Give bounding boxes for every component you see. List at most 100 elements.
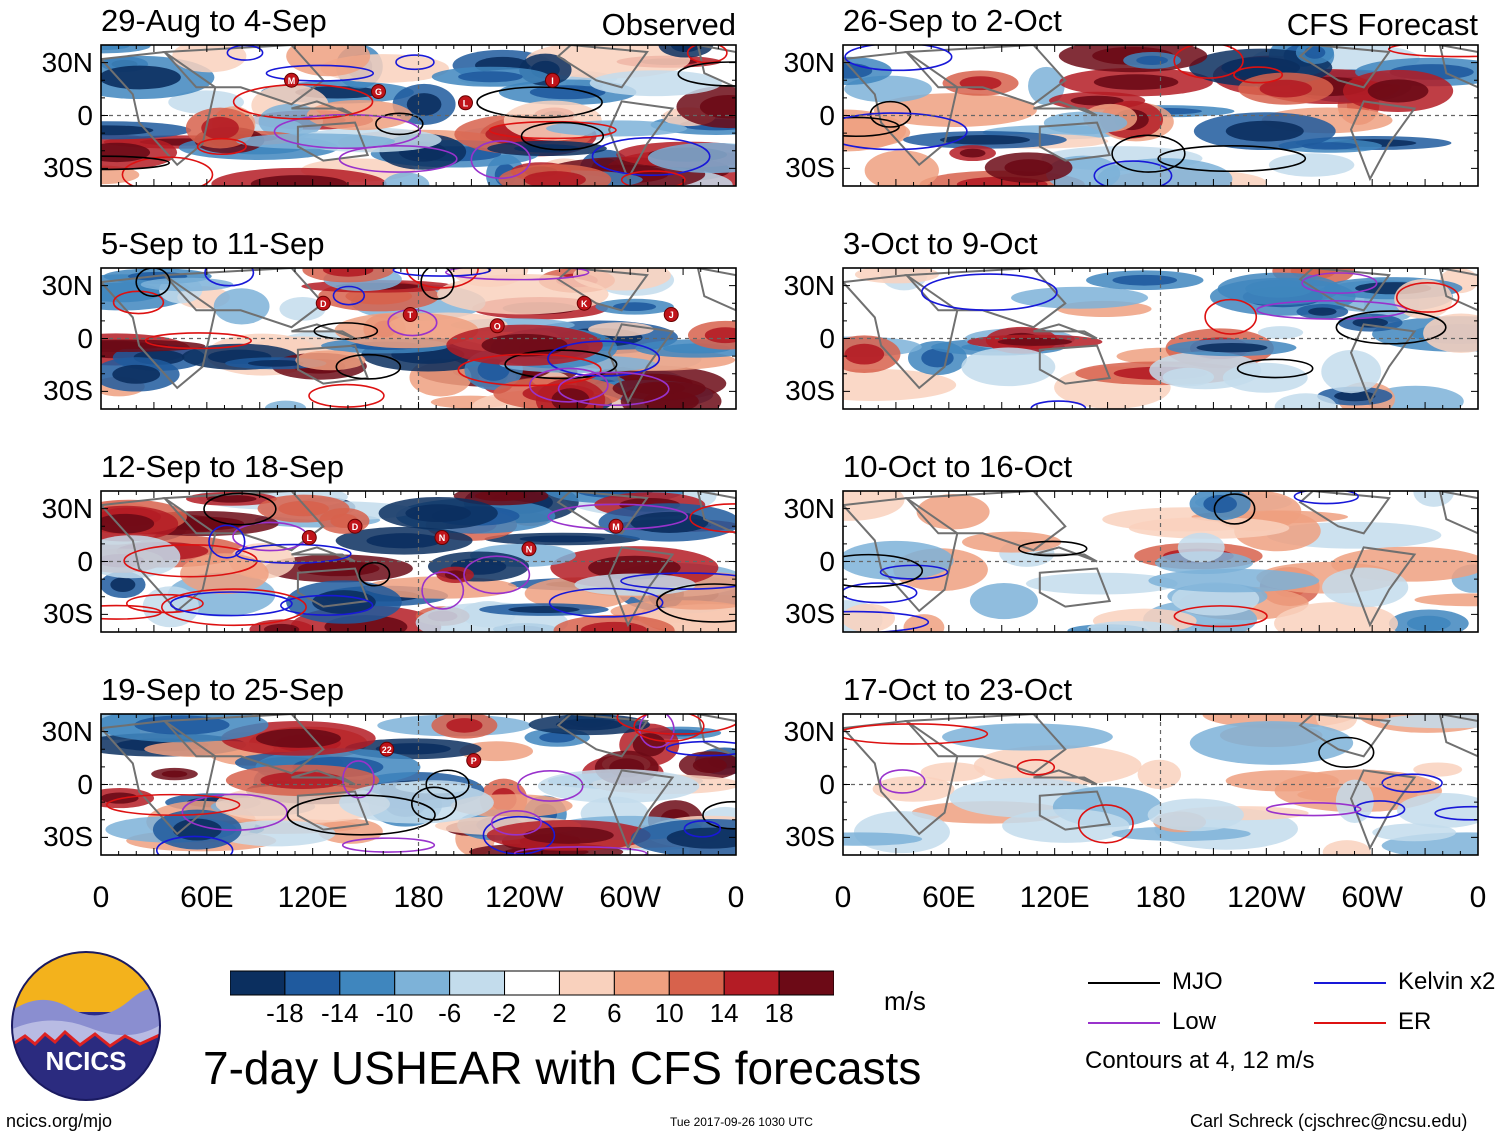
x-tick-label: 0 xyxy=(1469,881,1487,914)
column-header: CFS Forecast xyxy=(1286,7,1478,42)
y-tick-label: 0 xyxy=(819,322,835,354)
x-tick-label: 60E xyxy=(922,881,976,914)
storm-label: L xyxy=(307,533,313,543)
y-tick-label: 0 xyxy=(819,99,835,131)
storm-marker: D xyxy=(315,295,331,311)
y-tick-label: 0 xyxy=(819,545,835,577)
y-tick-label: 0 xyxy=(77,99,93,131)
y-tick-label: 30N xyxy=(41,715,93,747)
storm-marker: D xyxy=(347,518,363,534)
storm-label: O xyxy=(494,321,501,331)
x-tick-label: 60W xyxy=(599,881,661,914)
main-title: 7-day USHEAR with CFS forecasts xyxy=(203,1042,922,1094)
colorbar-tick-label: -2 xyxy=(492,998,517,1028)
storm-marker: M xyxy=(284,72,299,88)
colorbar-swatch xyxy=(558,970,615,996)
panel-title: 19-Sep to 25-Sep xyxy=(101,672,345,707)
colorbar-tick-label: -10 xyxy=(375,998,414,1028)
panel-title: 26-Sep to 2-Oct xyxy=(843,3,1062,38)
colorbar-swatch xyxy=(723,970,780,996)
y-tick-label: 30N xyxy=(41,269,93,301)
storm-label: I xyxy=(551,76,554,86)
y-tick-label: 30N xyxy=(783,46,835,78)
panel-title: 12-Sep to 18-Sep xyxy=(101,449,345,484)
panel-0-1 xyxy=(101,268,736,409)
storm-label: D xyxy=(352,522,359,532)
storm-marker: N xyxy=(434,530,450,546)
y-tick-label: 30N xyxy=(783,269,835,301)
y-tick-label: 0 xyxy=(819,768,835,800)
colorbar-swatch xyxy=(339,970,396,996)
legend-label: Low xyxy=(1172,1008,1217,1035)
colorbar-swatch xyxy=(449,970,506,996)
x-tick-label: 120E xyxy=(277,881,348,914)
y-tick-label: 0 xyxy=(77,545,93,577)
storm-label: P xyxy=(471,756,477,766)
y-tick-label: 30S xyxy=(785,375,835,407)
colorbar-tick-label: 2 xyxy=(552,998,567,1028)
panel-0-0 xyxy=(101,45,736,186)
storm-label: G xyxy=(375,87,382,97)
storm-label: M xyxy=(612,522,620,532)
colorbar-swatch xyxy=(778,970,834,996)
footer-credit: Carl Schreck (cjschrec@ncsu.edu) xyxy=(1190,1111,1468,1131)
panel-title: 3-Oct to 9-Oct xyxy=(843,226,1038,261)
storm-marker: L xyxy=(457,95,473,111)
storm-marker: O xyxy=(489,318,505,334)
storm-label: T xyxy=(407,310,413,320)
y-tick-label: 30S xyxy=(43,598,93,630)
x-tick-label: 0 xyxy=(727,881,745,914)
contour-note: Contours at 4, 12 m/s xyxy=(1085,1047,1315,1074)
legend-label: Kelvin x2 xyxy=(1398,968,1496,995)
y-tick-label: 30N xyxy=(783,492,835,524)
footer-url[interactable]: ncics.org/mjo xyxy=(6,1111,113,1131)
y-tick-label: 0 xyxy=(77,768,93,800)
storm-label: N xyxy=(526,544,533,554)
panel-1-0 xyxy=(843,45,1478,186)
panel-title: 17-Oct to 23-Oct xyxy=(843,672,1073,707)
colorbar-tick-label: 6 xyxy=(607,998,622,1028)
y-tick-label: 30S xyxy=(43,152,93,184)
storm-label: D xyxy=(320,299,327,309)
colorbar-swatch xyxy=(284,970,341,996)
panel-1-2 xyxy=(843,491,1478,632)
storm-marker: L xyxy=(301,530,317,546)
colorbar-tick-label: -14 xyxy=(321,998,359,1028)
footer-timestamp: Tue 2017-09-26 1030 UTC xyxy=(670,1115,813,1129)
column-header: Observed xyxy=(601,7,736,42)
panel-title: 10-Oct to 16-Oct xyxy=(843,449,1073,484)
storm-label: 22 xyxy=(382,745,392,755)
storm-label: M xyxy=(288,76,296,86)
storm-marker: K xyxy=(576,295,592,311)
colorbar xyxy=(230,970,834,996)
x-tick-label: 60W xyxy=(1341,881,1403,914)
x-tick-label: 120W xyxy=(1227,881,1306,914)
x-tick-label: 180 xyxy=(393,881,444,914)
storm-label: J xyxy=(669,310,674,320)
storm-marker: 22 xyxy=(379,741,395,757)
panel-1-1 xyxy=(843,268,1478,409)
panel-title: 5-Sep to 11-Sep xyxy=(101,226,325,261)
legend-swatch xyxy=(1088,1022,1160,1024)
units-label: m/s xyxy=(884,986,926,1016)
x-tick-label: 180 xyxy=(1135,881,1186,914)
y-tick-label: 30N xyxy=(41,492,93,524)
legend-label: MJO xyxy=(1172,968,1223,995)
panel-0-2 xyxy=(101,491,736,632)
storm-marker: P xyxy=(466,753,482,769)
storm-marker: T xyxy=(402,307,418,323)
ncics-logo: NCICS xyxy=(11,951,161,1101)
colorbar-swatch xyxy=(230,970,286,996)
y-tick-label: 30S xyxy=(43,375,93,407)
storm-label: K xyxy=(581,299,588,309)
x-tick-label: 120E xyxy=(1019,881,1090,914)
colorbar-tick-label: 10 xyxy=(654,998,684,1028)
colorbar-tick-label: 14 xyxy=(709,998,739,1028)
y-tick-label: 30N xyxy=(783,715,835,747)
storm-marker: M xyxy=(608,518,624,534)
y-tick-label: 30S xyxy=(785,821,835,853)
y-tick-label: 30S xyxy=(785,152,835,184)
panel-title: 29-Aug to 4-Sep xyxy=(101,3,327,38)
colorbar-swatch xyxy=(394,970,451,996)
panel-1-3 xyxy=(843,714,1478,855)
